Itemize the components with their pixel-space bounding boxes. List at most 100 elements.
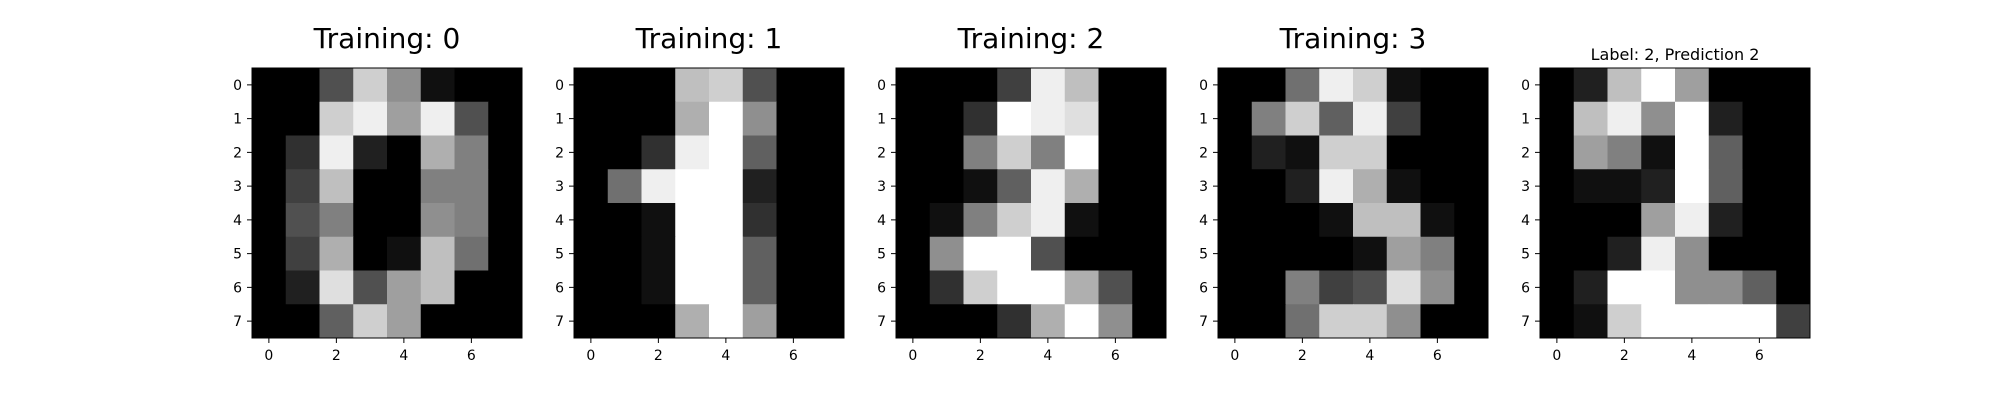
heatmap-cell (353, 270, 388, 305)
heatmap-cell (1607, 236, 1642, 271)
heatmap-cell (607, 236, 642, 271)
heatmap-cell (776, 236, 811, 271)
heatmap-cell (319, 203, 354, 238)
heatmap-cell (607, 68, 642, 103)
heatmap-cell (1353, 101, 1388, 136)
heatmap-cell (742, 304, 777, 339)
heatmap-cell (929, 304, 964, 339)
heatmap-cell (896, 135, 931, 170)
heatmap-cell (1708, 203, 1743, 238)
heatmap-cell (1742, 135, 1777, 170)
heatmap-cell (896, 236, 931, 271)
y-tick-label: 0 (233, 78, 242, 94)
heatmap-cell (1251, 270, 1286, 305)
heatmap-cell (1386, 135, 1421, 170)
heatmap-cell (742, 270, 777, 305)
heatmap-cell (709, 101, 744, 136)
heatmap-cell (1607, 304, 1642, 339)
y-tick-label: 7 (1199, 314, 1208, 330)
heatmap-cell (252, 101, 287, 136)
heatmap-cell (252, 304, 287, 339)
y-tick-label: 7 (877, 314, 886, 330)
heatmap-cell (420, 68, 455, 103)
heatmap-cell (1218, 68, 1253, 103)
heatmap-cell (1251, 68, 1286, 103)
heatmap-cell (1675, 236, 1710, 271)
y-tick-label: 1 (1199, 112, 1208, 128)
heatmap-cell (1675, 203, 1710, 238)
x-tick-label: 0 (1552, 348, 1561, 364)
heatmap-cell (1098, 304, 1133, 339)
heatmap-cell (810, 236, 845, 271)
heatmap-cell (1420, 135, 1455, 170)
heatmap-cell (963, 304, 998, 339)
heatmap-cell (1573, 304, 1608, 339)
heatmap-cell (454, 270, 489, 305)
heatmap-cell (1285, 203, 1320, 238)
y-tick-label: 4 (555, 213, 564, 229)
heatmap-cell (252, 236, 287, 271)
heatmap-cell (1319, 101, 1354, 136)
heatmap-cell (353, 135, 388, 170)
heatmap-cell (776, 101, 811, 136)
heatmap-cell (1675, 270, 1710, 305)
heatmap-cell (488, 304, 523, 339)
x-tick-label: 6 (1755, 348, 1764, 364)
heatmap-cell (963, 169, 998, 204)
y-tick-label: 1 (877, 112, 886, 128)
heatmap-cell (1031, 169, 1066, 204)
heatmap-cell (1607, 203, 1642, 238)
heatmap-cell (675, 236, 710, 271)
heatmap-cell (574, 68, 609, 103)
heatmap-cell (1641, 135, 1676, 170)
heatmap-cell (488, 101, 523, 136)
heatmap-cell (997, 169, 1032, 204)
heatmap-cell (742, 135, 777, 170)
heatmap-cell (776, 68, 811, 103)
heatmap-cell (1573, 101, 1608, 136)
heatmap-cell (454, 169, 489, 204)
heatmap-cell (1540, 135, 1575, 170)
heatmap-cell (1218, 169, 1253, 204)
heatmap-cell (1132, 169, 1167, 204)
heatmap-cell (319, 236, 354, 271)
heatmap-cell (1386, 101, 1421, 136)
heatmap-cell (1675, 169, 1710, 204)
heatmap-cell (1064, 304, 1099, 339)
heatmap-cell (776, 304, 811, 339)
heatmap-cell (285, 169, 320, 204)
heatmap-cell (1641, 304, 1676, 339)
heatmap-cell (896, 169, 931, 204)
heatmap-cell (1319, 135, 1354, 170)
heatmap-cell (1776, 135, 1811, 170)
heatmap-cell (353, 169, 388, 204)
heatmap-cell (1454, 304, 1489, 339)
heatmap-cell (1776, 270, 1811, 305)
panel-4: Label: 2, Prediction 2 0 1 2 3 4 5 6 7 0 2 4 6 (1521, 45, 1811, 364)
heatmap-cell (641, 101, 676, 136)
heatmap-cell (1218, 236, 1253, 271)
heatmap-cell (776, 135, 811, 170)
heatmap-cell (1420, 68, 1455, 103)
heatmap-cell (1776, 236, 1811, 271)
panel-title: Training: 0 (313, 22, 461, 55)
heatmap-cell (810, 304, 845, 339)
heatmap-cell (1285, 270, 1320, 305)
y-tick-label: 4 (877, 213, 886, 229)
heatmap-cell (1251, 203, 1286, 238)
heatmap-cell (387, 270, 422, 305)
heatmap-cell (574, 304, 609, 339)
heatmap-cell (1573, 236, 1608, 271)
y-tick-label: 1 (233, 112, 242, 128)
heatmap-cell (1573, 135, 1608, 170)
heatmap-cell (1742, 203, 1777, 238)
heatmap-cell (1218, 135, 1253, 170)
heatmap-cell (1132, 236, 1167, 271)
heatmap-cell (1675, 304, 1710, 339)
y-tick-label: 6 (233, 280, 242, 296)
heatmap-cell (1573, 203, 1608, 238)
heatmap-cell (929, 169, 964, 204)
heatmap-cell (1353, 203, 1388, 238)
heatmap-cell (574, 135, 609, 170)
x-tick-label: 2 (1620, 348, 1629, 364)
